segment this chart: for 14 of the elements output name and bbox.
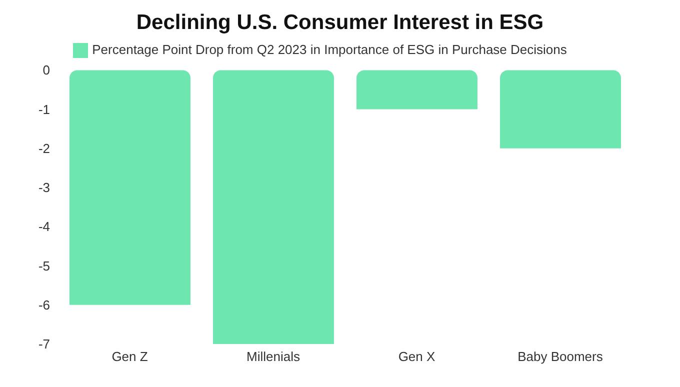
chart-title: Declining U.S. Consumer Interest in ESG [135, 10, 545, 36]
legend-label: Percentage Point Drop from Q2 2023 in Importance of ESG in Purchase Decisions [92, 42, 567, 57]
x-tick-label: Baby Boomers [518, 349, 604, 364]
x-tick-label: Millenials [246, 349, 300, 364]
y-tick-label: -1 [38, 102, 50, 117]
y-tick-label: -2 [38, 140, 50, 156]
x-tick-label: Gen X [398, 349, 436, 364]
y-tick-label: -4 [38, 219, 50, 234]
y-tick-label: -5 [38, 258, 50, 274]
y-tick-label: -3 [38, 180, 50, 196]
y-tick-label: -7 [38, 336, 50, 352]
y-tick-label: 0 [42, 62, 50, 78]
x-tick-label: Gen Z [112, 349, 148, 364]
y-tick-label: -6 [38, 297, 50, 312]
